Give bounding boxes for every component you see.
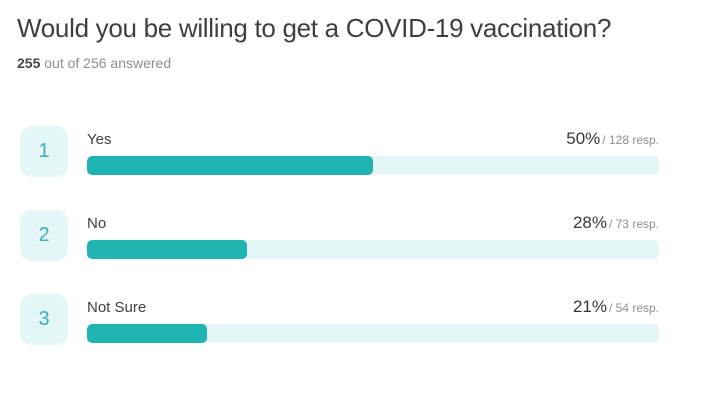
option-percent: 50% <box>566 128 601 148</box>
option-content: Not Sure 21%/ 54 resp. <box>87 294 659 343</box>
poll-option-row-yes: 1 Yes 50%/ 128 resp. <box>20 125 659 177</box>
option-label: Not Sure <box>87 298 147 316</box>
result-bar-fill <box>87 239 248 259</box>
result-bar-fill <box>87 323 208 343</box>
result-bar-track <box>87 323 659 343</box>
result-bar-track <box>87 239 659 259</box>
result-bar-track <box>87 155 659 175</box>
result-bar-fill <box>87 155 373 175</box>
poll-option-row-no: 2 No 28%/ 73 resp. <box>20 209 659 261</box>
poll-header: Would you be willing to get a COVID-19 v… <box>0 0 715 72</box>
option-rank-number: 3 <box>38 307 50 330</box>
option-rank-number: 1 <box>38 139 50 162</box>
option-resp-count: / 54 resp. <box>608 300 659 315</box>
option-resp-count: / 128 resp. <box>602 132 659 147</box>
option-content: No 28%/ 73 resp. <box>87 210 659 259</box>
option-rank-badge: 2 <box>20 209 68 261</box>
option-stat: 50%/ 128 resp. <box>566 129 659 149</box>
poll-option-row-not-sure: 3 Not Sure 21%/ 54 resp. <box>20 293 659 345</box>
option-stat: 21%/ 54 resp. <box>573 297 659 317</box>
option-label: Yes <box>87 130 112 148</box>
option-rank-badge: 3 <box>20 293 68 345</box>
option-stat: 28%/ 73 resp. <box>573 213 659 233</box>
answered-count: 255 <box>17 54 41 71</box>
option-percent: 21% <box>572 296 607 316</box>
answered-summary: 255 out of 256 answered <box>17 54 698 72</box>
option-resp-count: / 73 resp. <box>608 216 659 231</box>
poll-options-list: 1 Yes 50%/ 128 resp. 2 No 28%/ 73 resp. <box>0 125 715 345</box>
option-rank-number: 2 <box>38 223 50 246</box>
option-percent: 28% <box>572 212 607 232</box>
poll-question-title: Would you be willing to get a COVID-19 v… <box>17 13 612 43</box>
answered-suffix: out of 256 answered <box>40 54 172 71</box>
option-content: Yes 50%/ 128 resp. <box>87 126 659 175</box>
option-label: No <box>87 214 107 232</box>
option-rank-badge: 1 <box>20 125 68 177</box>
